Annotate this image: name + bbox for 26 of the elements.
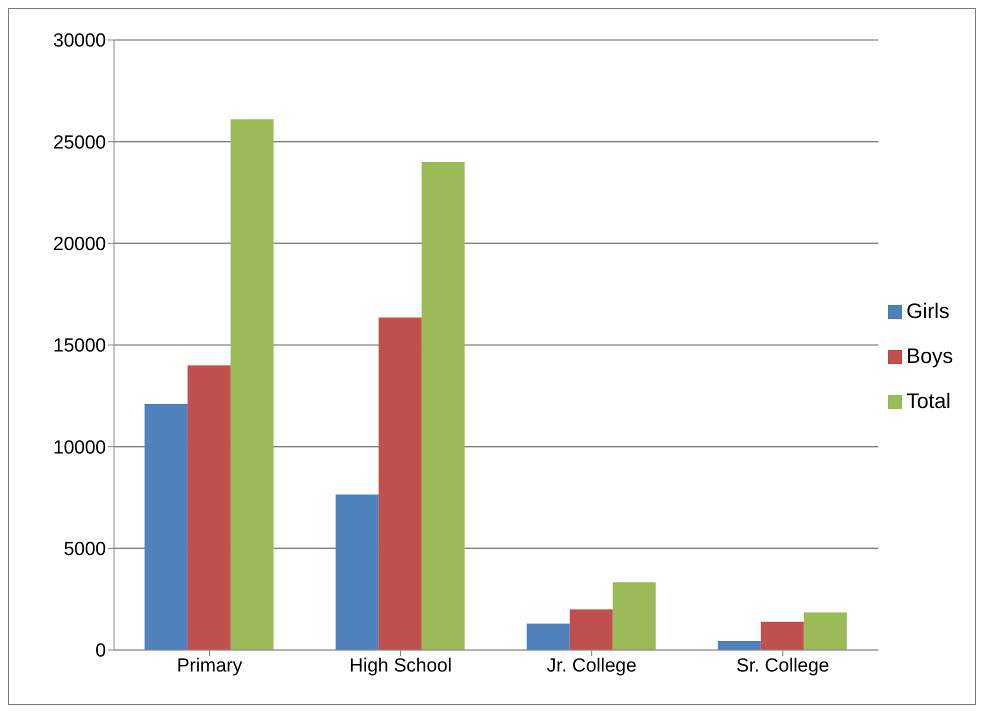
bar	[526, 624, 570, 650]
x-tick-label: High School	[349, 655, 452, 676]
y-tick-label: 20000	[53, 234, 106, 256]
y-tick-label: 0	[95, 640, 106, 662]
y-tick-label: 10000	[53, 437, 106, 458]
y-tick-label: 15000	[53, 336, 106, 357]
bar	[188, 365, 231, 650]
y-tick-label: 30000	[53, 30, 106, 52]
y-tick-label: 5000	[64, 539, 106, 560]
bar	[760, 622, 804, 650]
bar	[336, 494, 379, 650]
bar	[144, 404, 188, 650]
bar	[422, 162, 465, 650]
legend-label: Boys	[906, 345, 953, 368]
bar	[804, 612, 847, 650]
bar	[230, 119, 274, 650]
x-tick-label: Primary	[176, 655, 243, 676]
bar	[612, 582, 656, 650]
x-tick-label: Jr. College	[546, 655, 637, 676]
bar	[570, 609, 613, 650]
legend-label: Total	[906, 390, 951, 413]
x-tick-label: Sr. College	[736, 655, 830, 676]
bar	[718, 641, 761, 650]
legend-label: Girls	[906, 300, 950, 323]
bar	[378, 318, 422, 650]
y-tick-label: 25000	[53, 132, 106, 154]
